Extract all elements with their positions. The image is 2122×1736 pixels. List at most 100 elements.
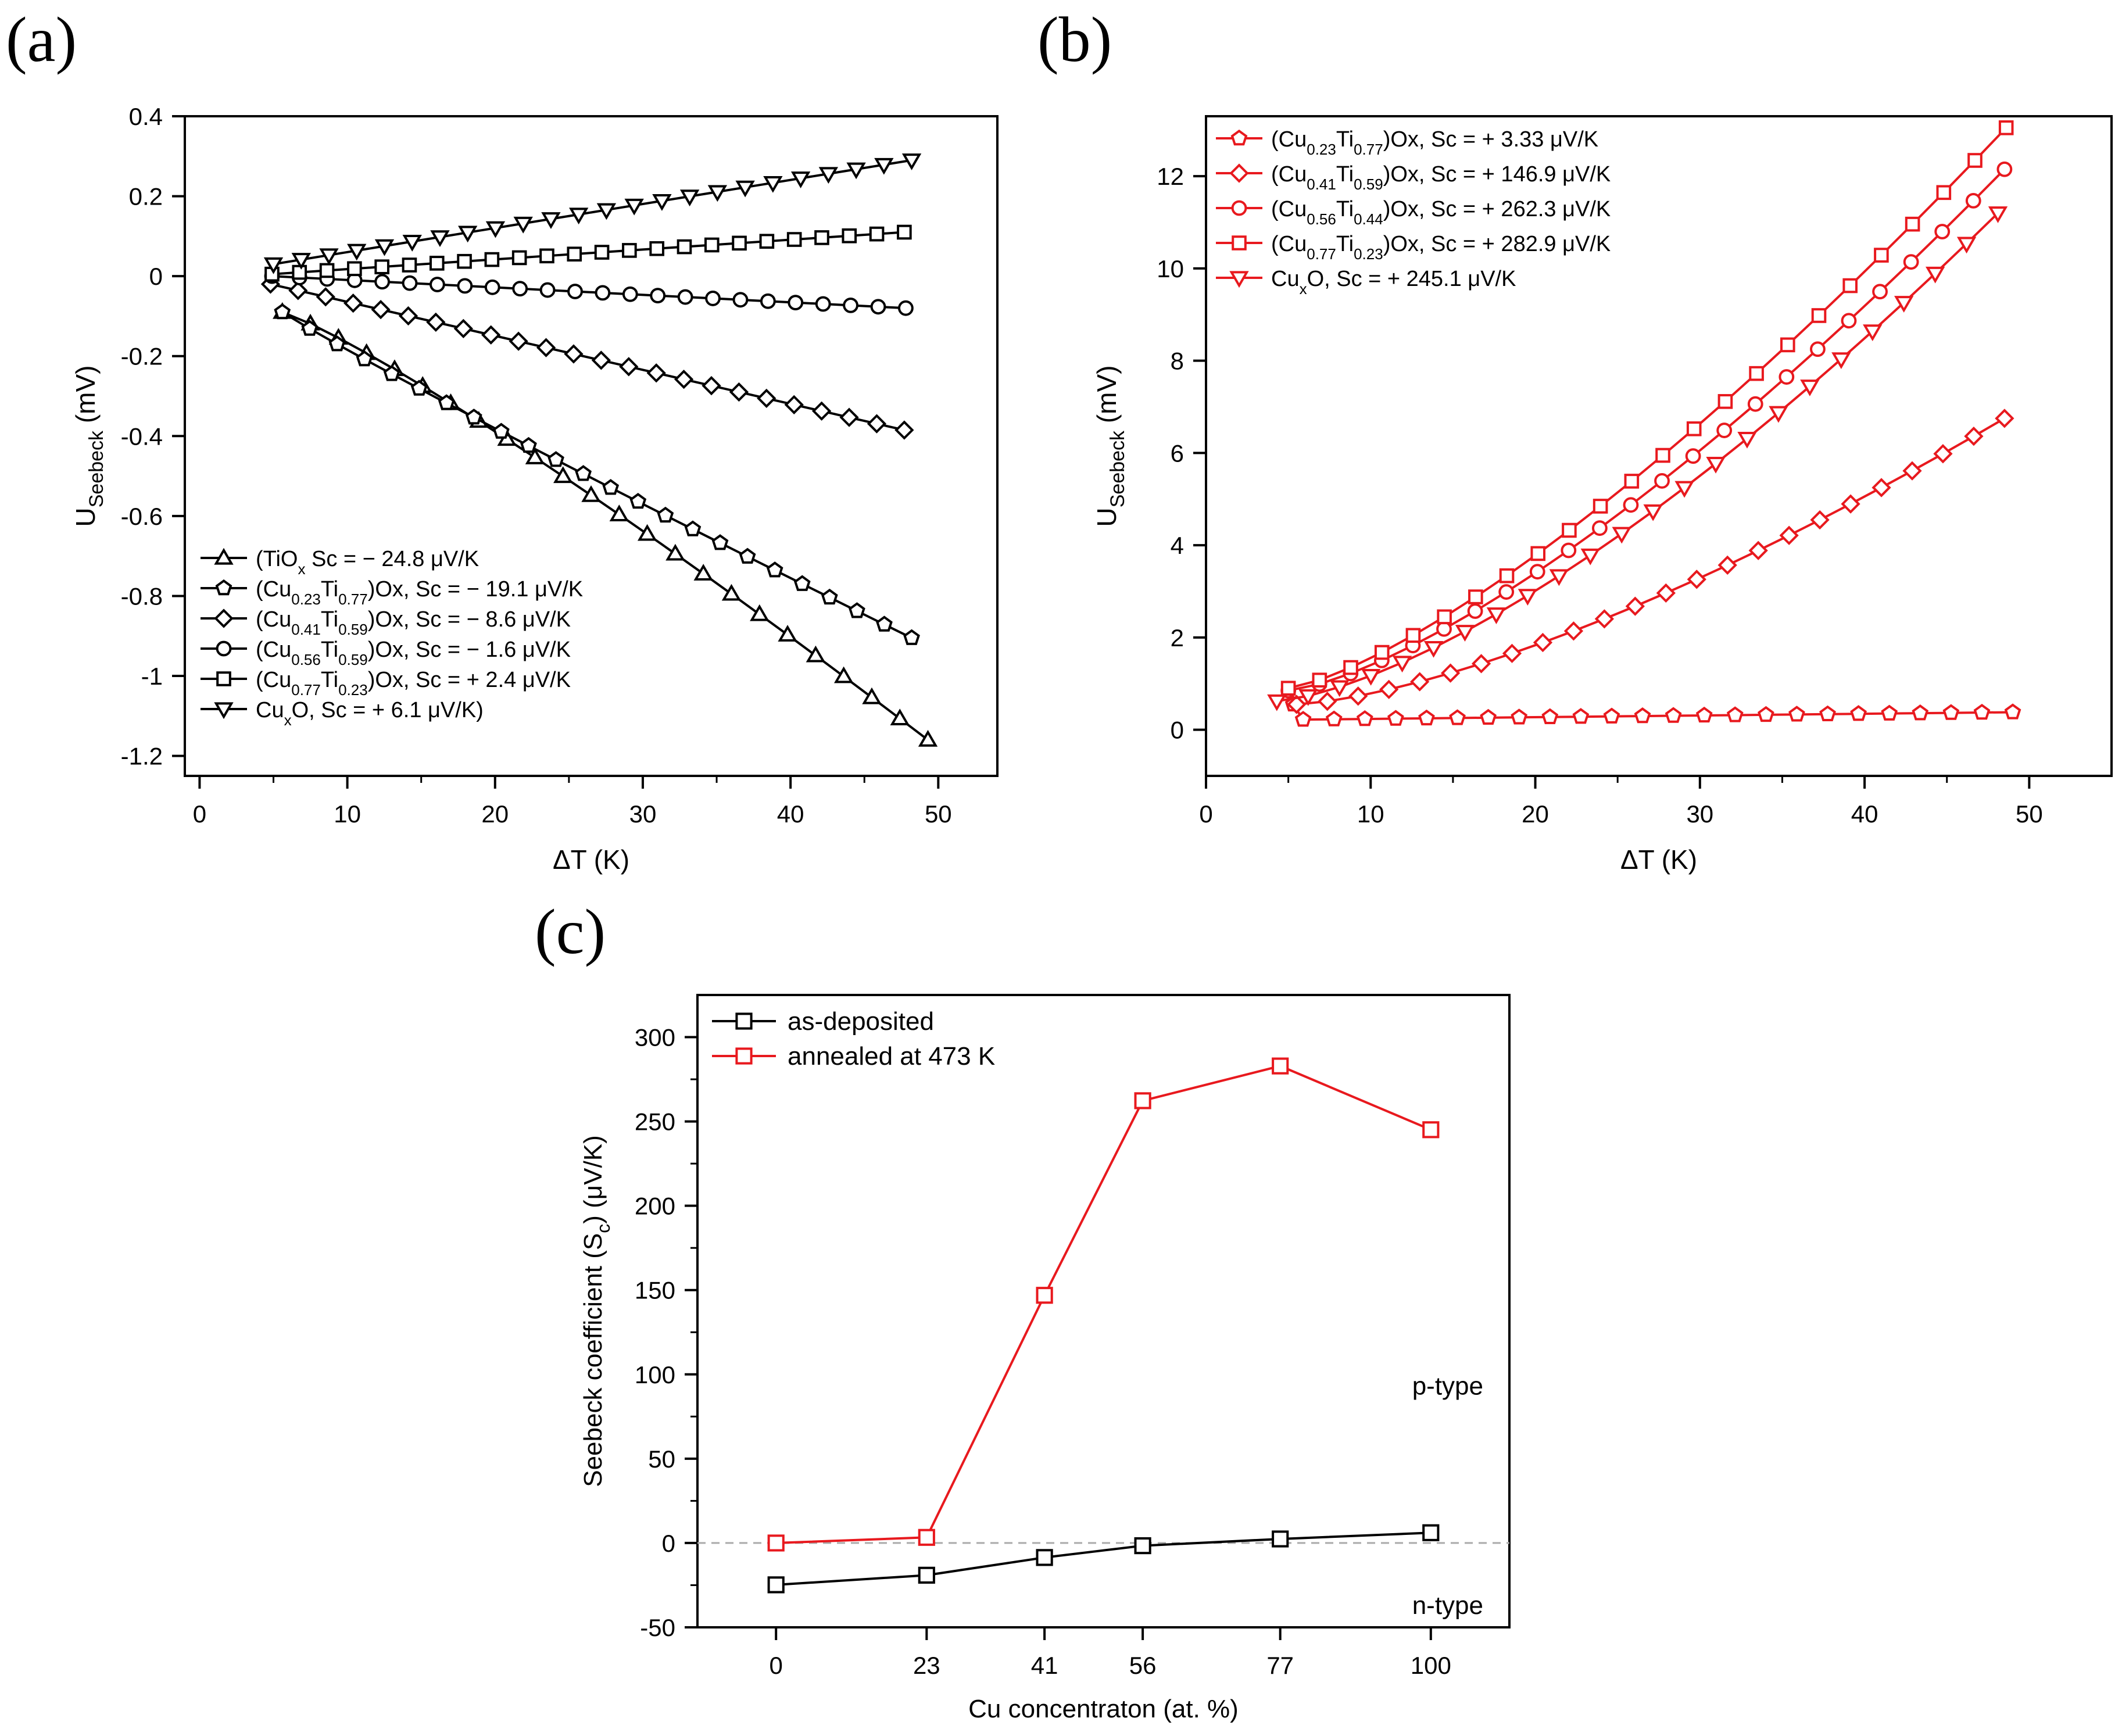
data-point: [1903, 254, 1919, 270]
data-point: [1841, 313, 1857, 329]
data-point: [458, 225, 478, 243]
data-point: [1685, 448, 1701, 464]
data-point: [465, 409, 482, 425]
data-point: [821, 588, 838, 605]
data-point: [316, 287, 335, 307]
x-tick-label: 30: [629, 800, 657, 828]
legend-marker: [735, 1047, 753, 1065]
y-tick-label: 12: [1157, 163, 1184, 190]
data-point: [288, 281, 308, 300]
data-point: [1726, 706, 1744, 722]
data-point: [786, 232, 802, 247]
x-tick-label: 0: [193, 800, 206, 828]
data-point: [918, 729, 938, 747]
data-point: [629, 493, 647, 509]
data-point: [870, 299, 886, 315]
legend-label: CuxO, Sc = + 245.1 μV/K: [1271, 267, 1516, 298]
data-point: [398, 306, 418, 326]
data-point: [511, 250, 527, 266]
data-point: [874, 158, 894, 175]
data-point: [739, 547, 756, 564]
data-point: [274, 303, 291, 320]
legend-label: (Cu0.41Ti0.59)Ox, Sc = + 146.9 μV/K: [1271, 162, 1611, 193]
y-tick-label: 8: [1171, 348, 1184, 375]
data-point: [1405, 628, 1421, 643]
data-point: [767, 1576, 785, 1594]
data-point: [778, 625, 797, 642]
data-point: [1747, 396, 1763, 412]
y-tick-label: 4: [1171, 532, 1184, 559]
data-point: [1518, 589, 1538, 606]
data-point: [1625, 596, 1645, 616]
data-point: [1418, 709, 1435, 726]
legend-marker: [214, 547, 234, 565]
data-point: [704, 237, 720, 253]
data-point: [1318, 692, 1337, 711]
data-point: [512, 281, 528, 297]
data-point: [1549, 569, 1569, 586]
legend-marker: [1232, 235, 1247, 250]
data-point: [1591, 520, 1608, 536]
data-point: [766, 561, 783, 578]
y-tick-label: -0.6: [121, 503, 163, 530]
legend-label: CuxO, Sc = + 6.1 μV/K): [256, 698, 484, 729]
data-point: [760, 293, 776, 309]
data-point: [484, 279, 500, 295]
data-point: [846, 162, 866, 180]
data-point: [1936, 185, 1952, 201]
data-point: [453, 318, 473, 338]
x-tick-label: 56: [1129, 1652, 1157, 1679]
data-point: [815, 296, 831, 312]
data-point: [1912, 704, 1929, 721]
series-line: [271, 275, 906, 310]
panel-label-c: (c): [535, 896, 606, 967]
data-point: [410, 380, 428, 396]
data-point: [1749, 366, 1764, 381]
data-point: [1563, 621, 1584, 641]
y-axis-label: Seebeck coefficient (Sc) (μV/K): [579, 1135, 614, 1487]
plot-frame: [696, 994, 1511, 1628]
data-point: [1871, 478, 1891, 497]
data-point: [430, 230, 450, 248]
data-point: [711, 534, 729, 550]
data-point: [1687, 570, 1706, 589]
data-point: [622, 286, 638, 302]
data-point: [1894, 296, 1914, 313]
x-tick-label: 10: [1357, 800, 1384, 828]
p-type-annotation: p-type: [1412, 1372, 1483, 1401]
data-point: [657, 506, 674, 523]
legend-marker: [214, 702, 234, 720]
data-point: [525, 448, 545, 464]
y-tick-label: 0: [662, 1530, 675, 1557]
data-point: [609, 504, 629, 521]
data-point: [484, 252, 500, 267]
y-tick-label: 0.4: [129, 103, 163, 130]
y-tick-label: -0.8: [121, 582, 163, 610]
data-point: [1533, 632, 1553, 653]
data-point: [894, 420, 914, 440]
data-point: [1410, 672, 1430, 692]
y-tick-label: 250: [635, 1108, 675, 1136]
y-tick-label: 0.2: [129, 183, 163, 210]
data-point: [291, 253, 311, 270]
data-point: [319, 263, 335, 278]
data-point: [591, 350, 611, 370]
data-point: [1437, 609, 1452, 625]
data-point: [343, 293, 363, 313]
data-point: [1134, 1537, 1151, 1555]
data-point: [374, 274, 391, 290]
data-point: [1872, 284, 1888, 300]
data-point: [1874, 248, 1889, 263]
data-point: [903, 629, 920, 645]
data-point: [677, 289, 693, 305]
data-point: [1471, 654, 1491, 674]
data-point: [292, 264, 307, 280]
data-point: [1422, 1524, 1440, 1541]
data-point: [1361, 669, 1381, 686]
data-point: [347, 244, 367, 261]
x-tick-label: 0: [1199, 800, 1212, 828]
data-point: [1780, 337, 1795, 353]
data-point: [897, 224, 912, 240]
data-point: [1603, 707, 1620, 724]
data-point: [869, 226, 885, 242]
